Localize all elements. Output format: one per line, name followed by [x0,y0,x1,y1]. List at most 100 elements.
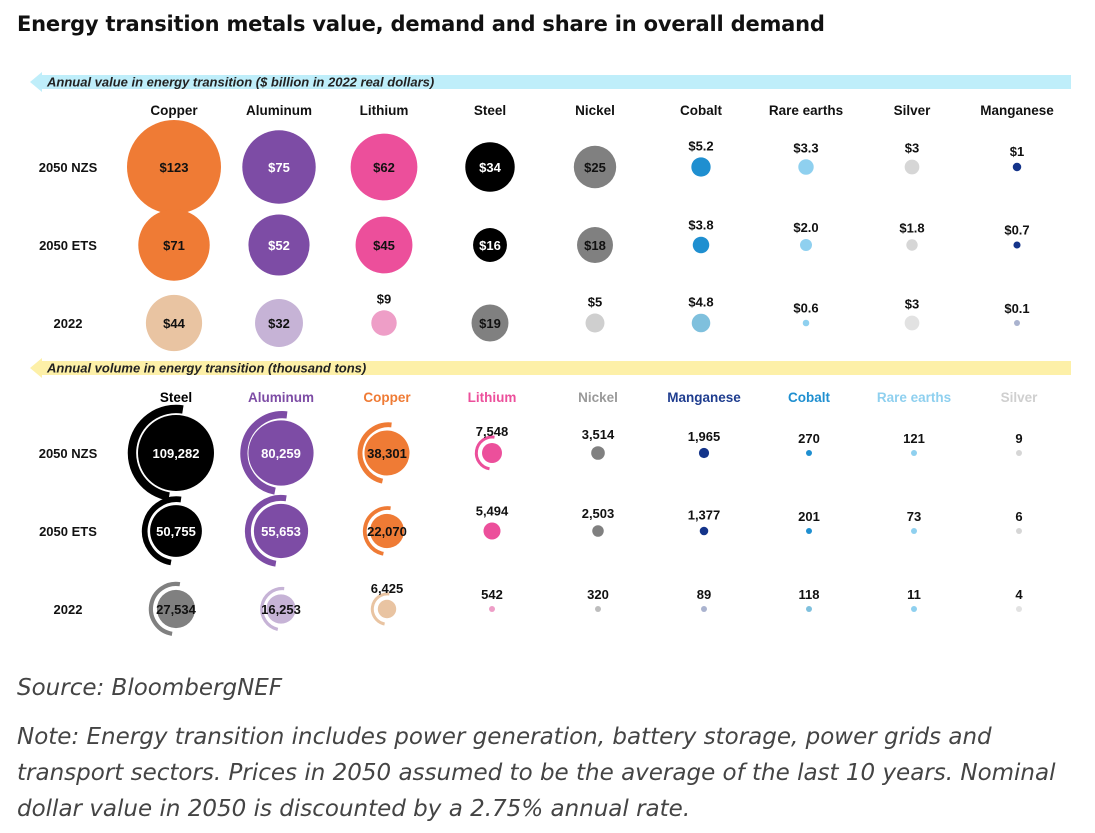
panel-1-bubble-cobalt-2022-label: $4.8 [688,295,713,310]
panel-2-bubble-aluminum-2050-ets-label: 55,653 [261,524,301,539]
panel-1-bubble-manganese-2022 [1014,320,1020,326]
panel-1-bubble-nickel-2022-label: $5 [588,295,602,310]
panel-2-column-header-manganese: Manganese [667,390,741,405]
panel-2-bubble-copper-2022-share-ring [370,592,390,626]
panel-2-bubble-manganese-2050-ets-label: 1,377 [688,508,721,523]
panel-2-column-header-copper: Copper [363,390,411,405]
panel-2-column-header-rare-earths: Rare earths [877,390,951,405]
panel-2-bubble-aluminum-2050-nzs-label: 80,259 [261,446,301,461]
labels-layer: 2050 NZS 2050 ETS 2022 Copper $123 $71 $44 Alum… [39,103,1055,617]
panel-1-bubble-lithium-2050-ets [355,216,413,274]
panel-1-bubble-aluminum-2050-ets-label: $52 [268,238,290,253]
panel-2-banner-text: Annual volume in energy transition (thou… [46,361,366,376]
panel-2-bubble-manganese-2050-nzs [698,447,710,459]
panel-2-bubble-steel-2050-nzs [138,415,214,491]
panel-2-bubble-steel-2050-nzs-share-ring [127,404,184,501]
panel-2-bubble-steel-2050-nzs-label: 109,282 [153,446,200,461]
panel-1-bubble-nickel-2050-nzs [573,145,617,189]
panel-2-bubble-cobalt-2050-ets-label: 201 [798,509,820,524]
panel-2-bubble-silver-2050-ets-label: 6 [1015,509,1022,524]
panel-2-bubble-steel-2022-label: 27,534 [156,602,197,617]
panel-1-bubble-rare-earths-2050-nzs-label: $3.3 [793,140,818,155]
panel-1-bubble-nickel-2050-nzs-label: $25 [584,160,606,175]
panel-1-bubble-silver-2050-ets [906,239,918,251]
panel-1-bubble-manganese-2050-ets [1013,241,1021,249]
panel-1-bubble-aluminum-2050-nzs [242,130,316,204]
panel-2-bubble-steel-2022 [156,589,196,629]
note-text: Note: Energy transition includes power g… [17,724,1056,822]
panel-2-bubble-lithium-2022 [489,606,495,612]
panel-1-bubble-steel-2050-nzs-label: $34 [479,160,501,175]
panel-2-bubble-manganese-2050-nzs-label: 1,965 [688,429,721,444]
panel-2-bubble-rare-earths-2022-label: 11 [907,587,921,602]
panel-1-bubble-rare-earths-2050-ets [800,239,812,251]
panel-1-banner-text: Annual value in energy transition ($ bil… [46,75,434,90]
panel-2-bubble-cobalt-2022 [806,606,812,612]
panel-1-bubble-copper-2050-ets-label: $71 [163,238,185,253]
panel-1-column-header-lithium: Lithium [360,103,409,118]
panel-1-bubble-lithium-2050-nzs-label: $62 [373,160,395,175]
panel-1-bubble-aluminum-2050-ets [248,214,310,276]
panel-1-bubble-steel-2022-label: $19 [479,316,501,331]
panel-2-bubble-silver-2022-label: 4 [1015,587,1023,602]
panel-1-column-header-nickel: Nickel [575,103,615,118]
panel-2-row-label-2050-ets: 2050 ETS [39,524,97,539]
panel-1-column-header-silver: Silver [894,103,932,118]
panel-1-bubble-copper-2022 [145,294,203,352]
panel-1-bubble-cobalt-2050-ets-label: $3.8 [688,218,713,233]
panel-2-bubble-steel-2050-ets [150,505,202,557]
panel-1-bubble-copper-2050-nzs-label: $123 [160,160,189,175]
panel-2-bubble-rare-earths-2050-nzs-label: 121 [903,431,925,446]
source-text: Source: BloombergNEF [17,675,283,701]
panel-2-bubble-copper-2050-nzs-share-ring [357,422,392,484]
panel-1-bubble-rare-earths-2022 [802,319,810,327]
panel-2-bubble-rare-earths-2050-nzs [911,450,917,456]
panel-1-bubble-aluminum-2050-nzs-label: $75 [268,160,290,175]
panel-2-bubble-copper-2050-nzs [364,430,410,476]
panel-1-bubble-cobalt-2050-nzs [691,157,711,177]
panel-1-column-header-steel: Steel [474,103,506,118]
panel-2-bubble-cobalt-2050-nzs [806,450,812,456]
panel-1-bubble-manganese-2050-nzs [1012,162,1022,172]
panel-1-column-header-aluminum: Aluminum [246,103,312,118]
panel-1-bubble-steel-2022 [471,304,509,342]
panel-2-row-label-2050-nzs: 2050 NZS [39,446,98,461]
panel-2-bubble-silver-2022 [1016,606,1022,612]
panel-2-bubble-silver-2050-ets [1016,528,1022,534]
panel-2-column-header-aluminum: Aluminum [248,390,314,405]
panel-2-bubble-rare-earths-2022 [911,606,917,612]
panel-2-bubble-lithium-2022-label: 542 [481,587,503,602]
panel-2-column-header-silver: Silver [1001,390,1039,405]
panel-1-bubble-copper-2050-ets [138,209,210,281]
panel-2-bubble-copper-2050-ets [369,513,405,549]
panel-2-bubble-copper-2022-label: 6,425 [371,581,404,596]
panel-1-bubble-silver-2050-nzs [904,159,920,175]
panel-1-bubble-manganese-2050-nzs-label: $1 [1010,144,1024,159]
panel-1-bubble-cobalt-2022 [691,313,711,333]
panel-2-bubble-silver-2050-nzs-label: 9 [1015,431,1022,446]
panel-2-bubble-lithium-2050-nzs-share-ring [474,435,495,471]
panel-1-bubble-steel-2050-nzs [465,142,515,192]
panel-2-bubble-nickel-2050-ets-label: 2,503 [582,506,615,521]
panel-1-bubble-manganese-2022-label: $0.1 [1004,301,1029,316]
panel-2-banner-arrow [30,358,1071,378]
panel-2-bubble-aluminum-2022-label: 16,253 [261,602,301,617]
panel-1-bubble-aluminum-2022-label: $32 [268,316,290,331]
panel-1-bubble-lithium-2050-ets-label: $45 [373,238,395,253]
panel-2-bubble-steel-2050-ets-share-ring [141,496,182,566]
panel-2-bubble-nickel-2050-ets [592,525,604,537]
panel-1-bubble-nickel-2050-ets-label: $18 [584,238,606,253]
panel-2-bubble-aluminum-2050-nzs-share-ring [240,411,288,495]
panel-1-bubble-rare-earths-2050-nzs [798,159,814,175]
chart-title: Energy transition metals value, demand a… [17,12,825,36]
banners-layer: Annual value in energy transition ($ bil… [30,72,1071,378]
panel-1-column-header-rare-earths: Rare earths [769,103,843,118]
panel-1-bubble-silver-2022 [904,315,920,331]
panel-2-bubble-cobalt-2050-ets [806,528,812,534]
panel-1-bubble-silver-2050-ets-label: $1.8 [899,220,924,235]
panel-2-bubble-aluminum-2050-ets [253,503,309,559]
panel-2-column-header-lithium: Lithium [468,390,517,405]
panel-2-bubble-nickel-2022-label: 320 [587,587,609,602]
panel-1-bubble-lithium-2022 [371,310,397,336]
panel-2-bubble-steel-2022-share-ring [148,581,181,636]
